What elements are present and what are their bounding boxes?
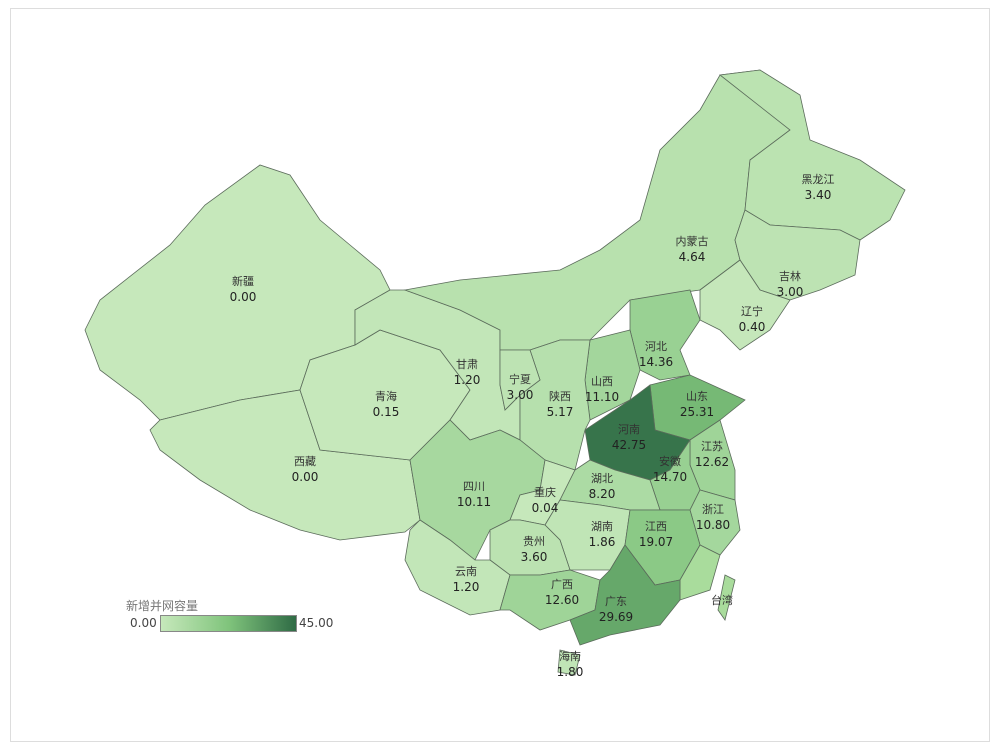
region-name-label: 台湾: [711, 593, 733, 607]
region-27[interactable]: [557, 649, 581, 676]
region-name-label: 江西: [645, 520, 667, 533]
region-7[interactable]: [699, 259, 791, 351]
region-value-label: 10.11: [457, 495, 491, 509]
region-22[interactable]: [679, 544, 721, 601]
region-value-label: 29.69: [599, 610, 633, 624]
region-name-label: 江苏: [701, 440, 723, 453]
region-name-label: 浙江: [702, 503, 724, 516]
region-name-label: 云南: [455, 565, 477, 578]
region-value-label: 3.00: [777, 285, 804, 299]
region-value-label: 8.20: [589, 487, 616, 501]
region-name-label: 河北: [645, 340, 667, 353]
region-value-label: 0.00: [230, 290, 257, 304]
region-value-label: 25.31: [680, 405, 714, 419]
legend-min: 0.00: [130, 616, 157, 630]
region-28[interactable]: [717, 574, 736, 621]
legend-title: 新增并网容量: [126, 599, 199, 613]
region-name-label: 吉林: [779, 269, 801, 283]
region-name-label: 贵州: [523, 535, 545, 548]
region-value-label: 1.80: [557, 665, 584, 679]
region-name-label: 广西: [551, 578, 573, 591]
region-value-label: 0.15: [373, 405, 400, 419]
region-name-label: 广东: [605, 595, 627, 608]
region-value-label: 3.40: [805, 188, 832, 202]
region-value-label: 12.60: [545, 593, 579, 607]
region-5[interactable]: [718, 69, 906, 241]
region-value-label: 3.60: [521, 550, 548, 564]
region-name-label: 山东: [686, 390, 708, 403]
region-name-label: 新疆: [232, 274, 254, 288]
region-6[interactable]: [734, 209, 861, 301]
region-value-label: 10.80: [696, 518, 730, 532]
region-name-label: 辽宁: [741, 304, 763, 318]
region-name-label: 河南: [618, 423, 640, 436]
region-value-label: 5.17: [547, 405, 574, 419]
region-value-label: 3.00: [507, 388, 534, 402]
region-name-label: 陕西: [549, 389, 571, 403]
region-name-label: 青海: [375, 389, 397, 403]
region-name-label: 安徽: [659, 454, 681, 468]
region-name-label: 黑龙江: [802, 173, 835, 186]
region-value-label: 12.62: [695, 455, 729, 469]
region-value-label: 1.86: [589, 535, 616, 549]
region-name-label: 山西: [591, 375, 613, 388]
region-name-label: 内蒙古: [676, 234, 709, 248]
region-value-label: 14.36: [639, 355, 673, 369]
region-name-label: 四川: [463, 480, 485, 493]
region-value-label: 0.40: [739, 320, 766, 334]
region-name-label: 湖北: [591, 472, 613, 485]
region-name-label: 湖南: [591, 520, 613, 533]
legend-max: 45.00: [299, 616, 334, 630]
region-value-label: 14.70: [653, 470, 687, 484]
region-value-label: 0.04: [532, 501, 559, 515]
region-name-label: 重庆: [534, 485, 556, 499]
region-value-label: 0.00: [292, 470, 319, 484]
region-name-label: 甘肃: [456, 358, 478, 371]
region-value-label: 1.20: [454, 373, 481, 387]
region-name-label: 宁夏: [509, 372, 531, 386]
region-value-label: 19.07: [639, 535, 673, 549]
region-value-label: 42.75: [612, 438, 646, 452]
region-value-label: 11.10: [585, 390, 619, 404]
region-name-label: 海南: [559, 649, 581, 663]
legend-color-bar: [160, 615, 297, 632]
region-value-label: 4.64: [679, 250, 706, 264]
region-name-label: 西藏: [294, 455, 316, 468]
region-value-label: 1.20: [453, 580, 480, 594]
region-16[interactable]: [499, 349, 541, 411]
region-26[interactable]: [569, 544, 681, 646]
